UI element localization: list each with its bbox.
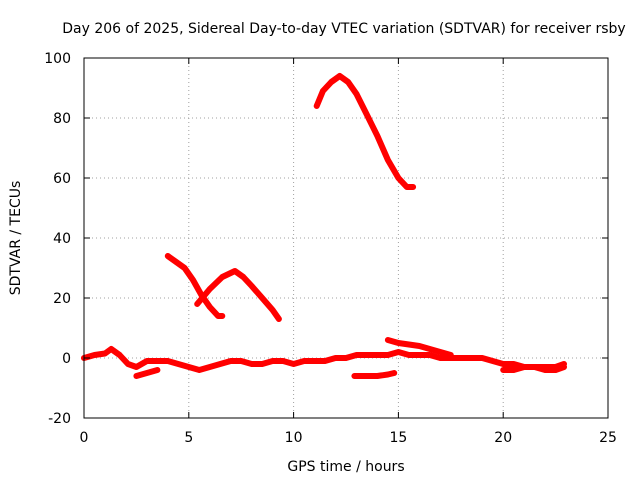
series-line-baseline — [81, 346, 567, 373]
x-tick-label: 25 — [599, 430, 617, 446]
y-tick-label: 40 — [53, 231, 71, 247]
x-tick-label: 0 — [80, 430, 89, 446]
series-line-segment-15h — [384, 337, 454, 358]
series-line-arc-high — [313, 73, 417, 190]
x-tick-label: 15 — [389, 430, 407, 446]
y-axis-label: SDTVAR / TECUs — [8, 181, 24, 296]
series-line-baseline-low — [133, 367, 161, 379]
y-tick-label: 0 — [62, 351, 71, 367]
x-tick-label: 5 — [184, 430, 193, 446]
series-line-arc-mid-a — [164, 253, 226, 319]
x-tick-label: 20 — [494, 430, 512, 446]
series-group — [81, 73, 567, 379]
x-ticks: 0 5 10 15 20 25 — [80, 58, 617, 446]
series-line-arc-mid-b — [194, 268, 282, 322]
grid — [84, 58, 608, 418]
chart-title: Day 206 of 2025, Sidereal Day-to-day VTE… — [62, 21, 625, 37]
series-line-segment-21h — [500, 364, 567, 373]
y-tick-label: 100 — [44, 51, 71, 67]
series-line-segment-13h — [351, 370, 398, 379]
y-tick-label: 80 — [53, 111, 71, 127]
y-ticks: -20 0 20 40 60 80 100 — [44, 51, 608, 427]
y-tick-label: 20 — [53, 291, 71, 307]
y-tick-label: -20 — [48, 411, 71, 427]
x-axis-label: GPS time / hours — [287, 459, 404, 475]
y-tick-label: 60 — [53, 171, 71, 187]
x-tick-label: 10 — [285, 430, 303, 446]
